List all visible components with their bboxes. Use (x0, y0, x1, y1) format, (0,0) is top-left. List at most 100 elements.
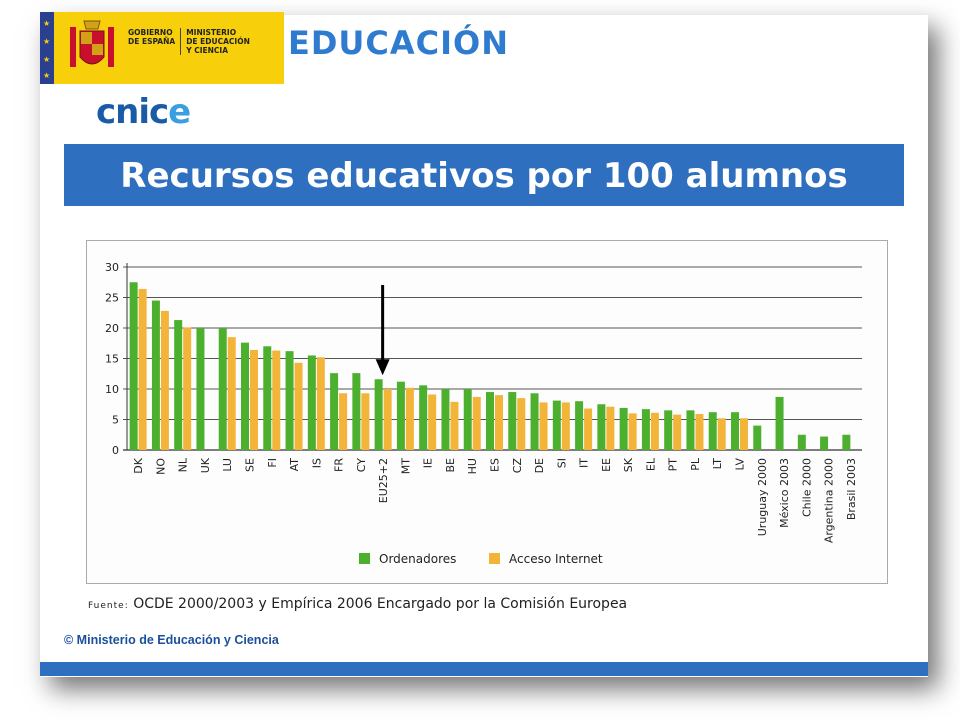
cnice-logo: cnice (96, 92, 191, 132)
x-tick-label: MT (399, 458, 412, 474)
bar-internet (183, 327, 192, 450)
bar-ordenadores (330, 373, 339, 450)
copyright-text: © Ministerio de Educación y Ciencia (64, 633, 279, 647)
bar-internet (584, 408, 593, 450)
y-tick-label: 20 (105, 322, 119, 335)
bar-ordenadores (174, 320, 183, 450)
source-label: Fuente: (88, 601, 129, 611)
bar-ordenadores (374, 379, 383, 450)
bar-ordenadores (575, 401, 584, 450)
x-tick-label: ES (489, 458, 502, 472)
bar-internet (405, 387, 414, 450)
eu-star-icon: ★ (43, 19, 51, 28)
bar-ordenadores (552, 400, 561, 450)
bar-ordenadores (307, 355, 316, 450)
x-tick-label: DK (132, 457, 145, 473)
x-tick-label: SK (622, 457, 635, 472)
bar-internet (539, 402, 548, 450)
bar-internet (339, 393, 348, 450)
x-tick-label: IS (310, 458, 323, 468)
bar-internet (606, 406, 615, 450)
bar-internet (428, 394, 437, 450)
bar-ordenadores (753, 425, 762, 450)
slide-title: Recursos educativos por 100 alumnos (64, 144, 904, 206)
bar-ordenadores (352, 373, 361, 450)
x-tick-label: NO (154, 458, 167, 475)
cnice-logo-suffix: e (168, 92, 191, 132)
y-tick-label: 10 (105, 383, 119, 396)
x-tick-label: AT (288, 458, 301, 472)
y-tick-label: 25 (105, 292, 119, 305)
bar-internet (717, 418, 726, 450)
bar-internet (517, 398, 526, 450)
x-tick-label: UK (199, 457, 212, 473)
x-tick-label: EU25+2 (377, 458, 390, 503)
bar-ordenadores (241, 342, 249, 450)
slide-bottom-bar (40, 662, 928, 676)
eu-flag-strip: ★ ★ ★ ★ (40, 12, 54, 84)
bar-ordenadores (842, 434, 851, 450)
bar-internet (450, 401, 459, 450)
bar-ordenadores (597, 404, 606, 450)
x-tick-label: FI (266, 458, 279, 468)
bar-internet (650, 412, 659, 450)
legend-label: Acceso Internet (509, 552, 603, 566)
bar-ordenadores (218, 328, 227, 450)
bar-internet (316, 357, 325, 450)
x-tick-label: EE (600, 458, 613, 472)
x-tick-label: CY (355, 458, 368, 472)
bar-ordenadores (641, 409, 650, 450)
bar-internet (673, 414, 682, 450)
source-text: OCDE 2000/2003 y Empírica 2006 Encargado… (133, 596, 628, 612)
x-tick-label: Brasil 2003 (845, 458, 858, 520)
bar-chart: 0 5 10 15 20 25 30 DK NO NL UK LU SE FI AT IS FR CY EU25+2… (105, 261, 862, 566)
bar-ordenadores (196, 328, 205, 450)
bar-ordenadores (508, 392, 517, 450)
x-tick-label: LT (711, 458, 724, 470)
annotation-arrow-head (375, 359, 390, 376)
bar-ordenadores (396, 381, 405, 450)
x-tick-label: HU (466, 458, 479, 474)
y-tick-label: 15 (105, 353, 119, 366)
legend-label: Ordenadores (379, 552, 456, 566)
ministry-text: GOBIERNO DE ESPAÑA MINISTERIO DE EDUCACI… (128, 28, 278, 55)
legend-swatch (489, 553, 500, 564)
bar-internet (740, 418, 748, 450)
x-tick-label: CZ (511, 458, 524, 474)
bar-ordenadores (619, 407, 628, 450)
eu-star-icon: ★ (43, 55, 51, 64)
x-tick-label: Argentina 2000 (823, 458, 836, 543)
bar-internet (250, 349, 258, 450)
y-tick-label: 0 (112, 444, 119, 457)
bar-internet (383, 389, 392, 450)
x-tick-label: México 2003 (778, 458, 791, 528)
bar-ordenadores (664, 410, 673, 450)
chart-container: 0 5 10 15 20 25 30 DK NO NL UK LU SE FI AT IS FR CY EU25+2… (86, 240, 888, 584)
x-tick-label: LU (221, 458, 234, 472)
bar-internet (628, 413, 637, 450)
bar-internet (272, 350, 281, 450)
cnice-logo-prefix: cnic (96, 92, 169, 132)
x-tick-label: PT (667, 458, 680, 472)
x-tick-label: PL (689, 457, 702, 471)
bar-ordenadores (820, 436, 829, 450)
bar-internet (472, 396, 481, 450)
bar-internet (160, 310, 169, 450)
bar-ordenadores (530, 393, 539, 450)
eu-star-icon: ★ (43, 37, 51, 46)
bar-internet (695, 414, 704, 450)
x-tick-label: LV (734, 458, 747, 471)
y-tick-label: 5 (112, 414, 119, 427)
ministry-label: MINISTERIO DE EDUCACIÓN Y CIENCIA (186, 28, 250, 55)
bar-internet (361, 393, 370, 450)
coat-of-arms-icon (70, 20, 114, 67)
bar-internet (561, 402, 570, 450)
bar-ordenadores (129, 282, 138, 450)
x-tick-label: Chile 2000 (800, 458, 813, 517)
education-header: EDUCACIÓN (288, 24, 510, 62)
bar-ordenadores (797, 434, 806, 450)
x-tick-label: EL (644, 457, 657, 471)
bar-internet (294, 362, 303, 450)
x-tick-label: NL (177, 457, 190, 472)
bar-ordenadores (686, 410, 695, 450)
